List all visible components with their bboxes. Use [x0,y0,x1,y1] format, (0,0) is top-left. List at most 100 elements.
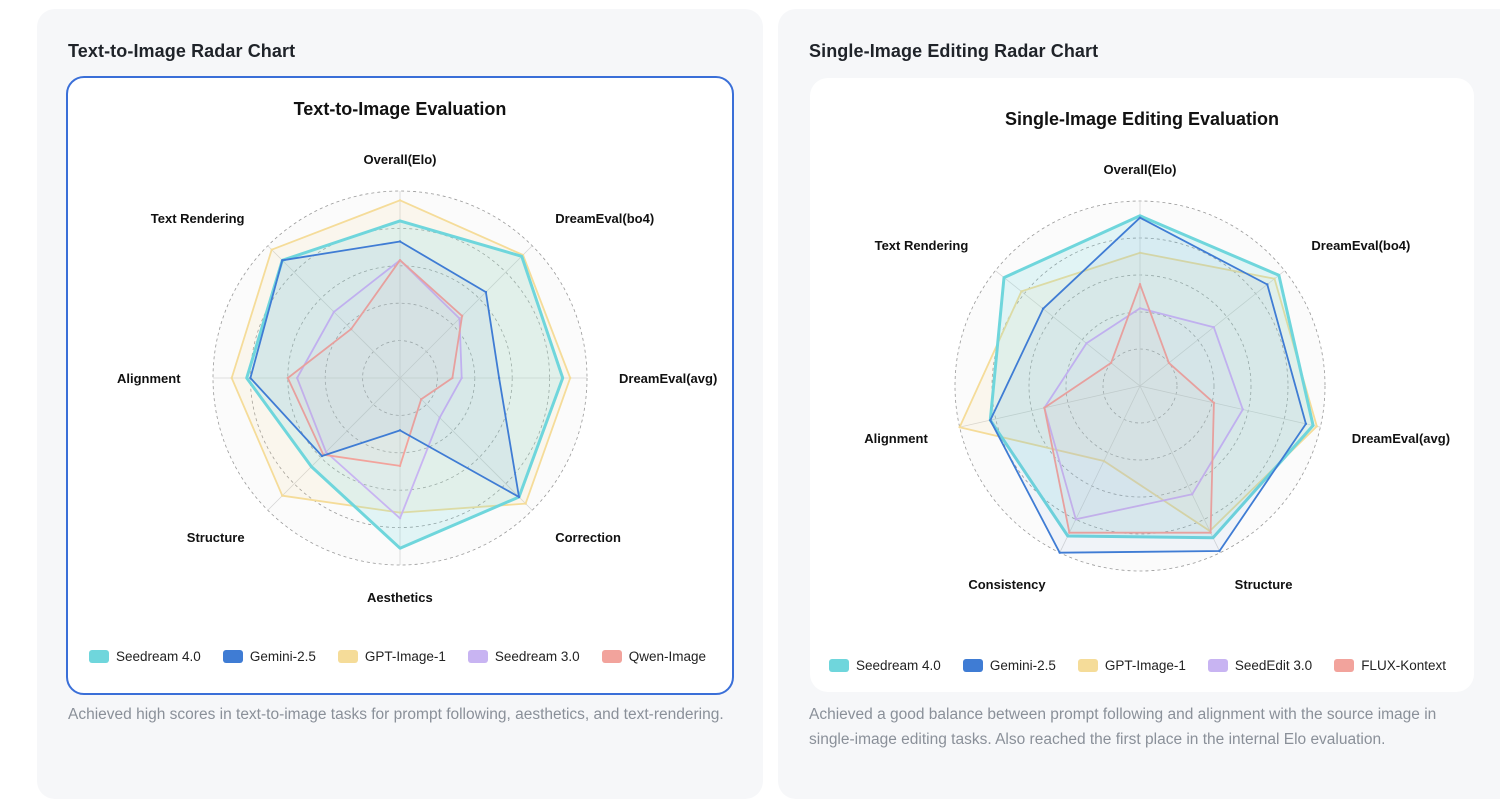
data-point-seedream-4-0 [1277,274,1281,277]
axis-label-dreameval-bo4: DreamEval(bo4) [555,211,655,227]
legend-label: GPT-Image-1 [364,649,446,664]
data-point-seededit-3-0 [1138,307,1142,310]
data-point-seedream-3-0 [332,310,336,314]
data-point-seededit-3-0 [1241,408,1245,411]
data-point-seededit-3-0 [1074,518,1077,521]
radar-spoke [1139,385,1221,553]
legend-item-flux-kontext[interactable]: FLUX-Kontext [1334,658,1446,673]
data-point-flux-kontext [1109,361,1113,365]
series-gpt-image-1[interactable] [958,251,1318,532]
data-point-seededit-3-0 [1190,493,1194,496]
legend-label: Seedream 3.0 [494,649,580,664]
legend-item-gpt-image-1[interactable]: GPT-Image-1 [337,649,446,664]
data-point-gpt-image-1 [398,511,402,514]
data-point-gemini-2-5 [1058,551,1061,554]
data-point-gemini-2-5 [398,240,402,243]
series-seedream-4-0[interactable] [988,214,1315,540]
data-point-seedream-4-0 [1311,424,1315,427]
text-to-image-radar-chart [212,190,588,566]
legend-label: SeedEdit 3.0 [1234,658,1313,673]
axis-label-text-rendering: Text Rendering [874,238,969,254]
legend-label: Seedream 4.0 [856,658,941,673]
data-point-gpt-image-1 [270,248,273,251]
axis-label-structure: Structure [186,529,245,545]
data-point-seededit-3-0 [1212,325,1215,329]
panel-title: Text-to-Image Radar Chart [68,41,296,61]
radar-spoke [1139,385,1321,428]
legend-item-gpt-image-1[interactable]: GPT-Image-1 [1077,658,1186,673]
data-point-flux-kontext [1138,283,1142,286]
data-point-gpt-image-1 [958,425,961,429]
data-point-seedream-4-0 [561,376,564,380]
legend-item-gemini-2-5[interactable]: Gemini-2.5 [222,649,316,664]
data-point-gpt-image-1 [230,376,233,380]
data-point-seedream-4-0 [310,465,313,468]
data-point-gemini-2-5 [497,376,501,380]
data-point-gpt-image-1 [1273,277,1276,280]
data-point-gpt-image-1 [1020,290,1023,293]
legend-label: GPT-Image-1 [1104,658,1186,673]
legend-item-seedream-4[interactable]: Seedream 4.0 [89,649,201,664]
data-point-seedream-4-0 [398,546,402,550]
chart-title: Text-to-Image Evaluation [293,99,507,119]
legend-item-seededit-3[interactable]: SeedEdit 3.0 [1207,658,1313,673]
legend-label: FLUX-Kontext [1361,658,1446,673]
data-point-qwen-image [419,397,423,401]
data-point-gpt-image-1 [1315,425,1318,428]
panel-title: Single-Image Editing Radar Chart [809,41,1099,61]
legend-label: Gemini-2.5 [989,658,1056,673]
axis-label-dreameval-avg: DreamEval(avg) [1351,431,1451,446]
axis-label-consistency: Consistency [968,576,1046,592]
legend-item-qwen-image[interactable]: Qwen-Image [601,649,706,664]
radar-spoke [1139,270,1285,387]
data-point-seedream-3-0 [324,450,328,454]
axis-label-dreameval-avg: DreamEval(avg) [619,370,718,386]
radar-spoke [267,377,401,511]
legend-label: Seedream 4.0 [116,649,201,664]
data-point-gpt-image-1 [1138,251,1142,254]
legend-swatch [1207,659,1228,672]
data-point-gemini-2-5 [517,495,521,499]
data-point-gpt-image-1 [1102,459,1106,463]
axis-label-alignment: Alignment [117,370,181,386]
data-point-seedream-4-0 [1138,214,1142,217]
radar-spoke [399,245,533,379]
axis-label-overall-elo: Overall(Elo) [363,151,437,167]
panel-description: Achieved high scores in text-to-image ta… [68,706,724,723]
radar-spoke [995,270,1141,387]
data-point-qwen-image [349,327,353,331]
chart-title: Single-Image Editing Evaluation [1004,109,1280,129]
legend-swatch [962,659,983,672]
data-point-gpt-image-1 [398,199,402,202]
data-point-flux-kontext [1209,531,1212,534]
data-point-seededit-3-0 [1085,342,1088,345]
data-point-qwen-image [398,464,402,468]
legend-label: Gemini-2.5 [249,649,316,664]
text-to-image-chart-card[interactable]: Text-to-Image Evaluation Seedream 4.0 Ge… [66,76,734,695]
legend-item-gemini-2-5[interactable]: Gemini-2.5 [962,658,1056,673]
data-point-gemini-2-5 [1266,283,1269,286]
data-point-gpt-image-1 [568,376,572,380]
data-point-seedream-4-0 [520,255,523,258]
legend-item-seedream-3[interactable]: Seedream 3.0 [467,649,580,664]
radar-spoke [1059,385,1141,553]
axis-label-text-rendering: Text Rendering [150,211,245,227]
data-point-qwen-image [286,376,289,380]
data-point-seedream-4-0 [1002,276,1006,279]
series-gemini-2-5[interactable] [989,216,1307,554]
data-point-gemini-2-5 [249,376,252,380]
radar-spoke [399,377,533,511]
data-point-flux-kontext [1068,531,1071,534]
data-point-gemini-2-5 [484,290,488,294]
legend-item-seedream-4[interactable]: Seedream 4.0 [829,658,941,673]
legend-swatch [1334,659,1355,672]
data-point-gemini-2-5 [1138,216,1142,219]
single-image-editing-chart-card[interactable]: Single-Image Editing Evaluation Seedream… [810,78,1474,692]
chart-legend: Seedream 4.0 Gemini-2.5 GPT-Image-1 Seed… [829,658,1446,673]
text-to-image-panel: Text-to-Image Radar Chart Text-to-Image … [37,9,763,799]
series-flux-kontext[interactable] [1043,283,1215,534]
series-seededit-3-0[interactable] [1043,307,1244,521]
data-point-qwen-image [451,376,454,380]
data-point-gemini-2-5 [989,418,992,422]
data-point-seedream-3-0 [295,376,299,380]
